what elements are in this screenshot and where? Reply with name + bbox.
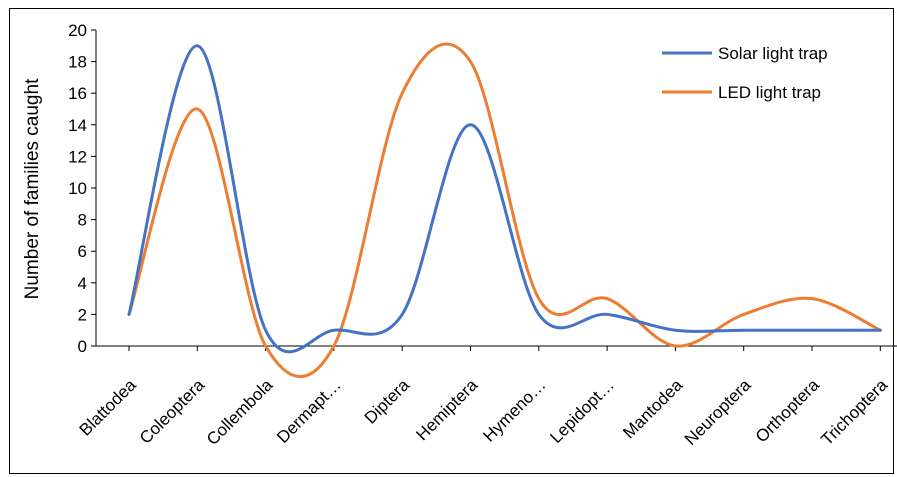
series-line-led <box>127 42 882 378</box>
x-tick-label: Blattodea <box>76 375 141 440</box>
y-axis: 0 2 4 6 8 10 12 14 16 18 20 <box>68 21 97 356</box>
y-tick-label: 2 <box>78 305 87 324</box>
chart-frame <box>9 8 894 474</box>
y-tick-label: 0 <box>78 337 87 356</box>
legend-label: Solar light trap <box>718 44 828 63</box>
legend: Solar light trap LED light trap <box>662 44 828 102</box>
x-tick-label: Dermapt… <box>273 375 345 447</box>
y-tick-label: 8 <box>78 211 87 230</box>
y-axis-title: Number of families caught <box>22 78 43 299</box>
y-tick-label: 16 <box>68 84 87 103</box>
series-line-solar <box>127 44 882 354</box>
x-tick-label: Orthoptera <box>752 375 823 446</box>
series-layer <box>127 42 882 378</box>
y-tick-label: 18 <box>68 53 87 72</box>
x-tick-label: Lepidopt… <box>546 375 618 447</box>
x-tick-label: Hemiptera <box>412 375 481 444</box>
y-tick-label: 4 <box>78 274 87 293</box>
x-tick-label: Hymeno… <box>479 375 549 445</box>
x-tick-label: Coleoptera <box>136 375 209 448</box>
legend-label: LED light trap <box>718 83 821 102</box>
y-tick-label: 14 <box>68 116 87 135</box>
x-tick-label: Mantodea <box>619 375 686 442</box>
x-tick-label: Diptera <box>361 375 414 428</box>
y-tick-label: 6 <box>78 242 87 261</box>
x-tick-label: Trichoptera <box>817 375 891 449</box>
y-tick-label: 12 <box>68 147 87 166</box>
y-tick-label: 20 <box>68 21 87 40</box>
x-tick-label: Neuroptera <box>681 375 755 449</box>
x-tick-label: Collembola <box>203 375 277 449</box>
y-tick-label: 10 <box>68 179 87 198</box>
